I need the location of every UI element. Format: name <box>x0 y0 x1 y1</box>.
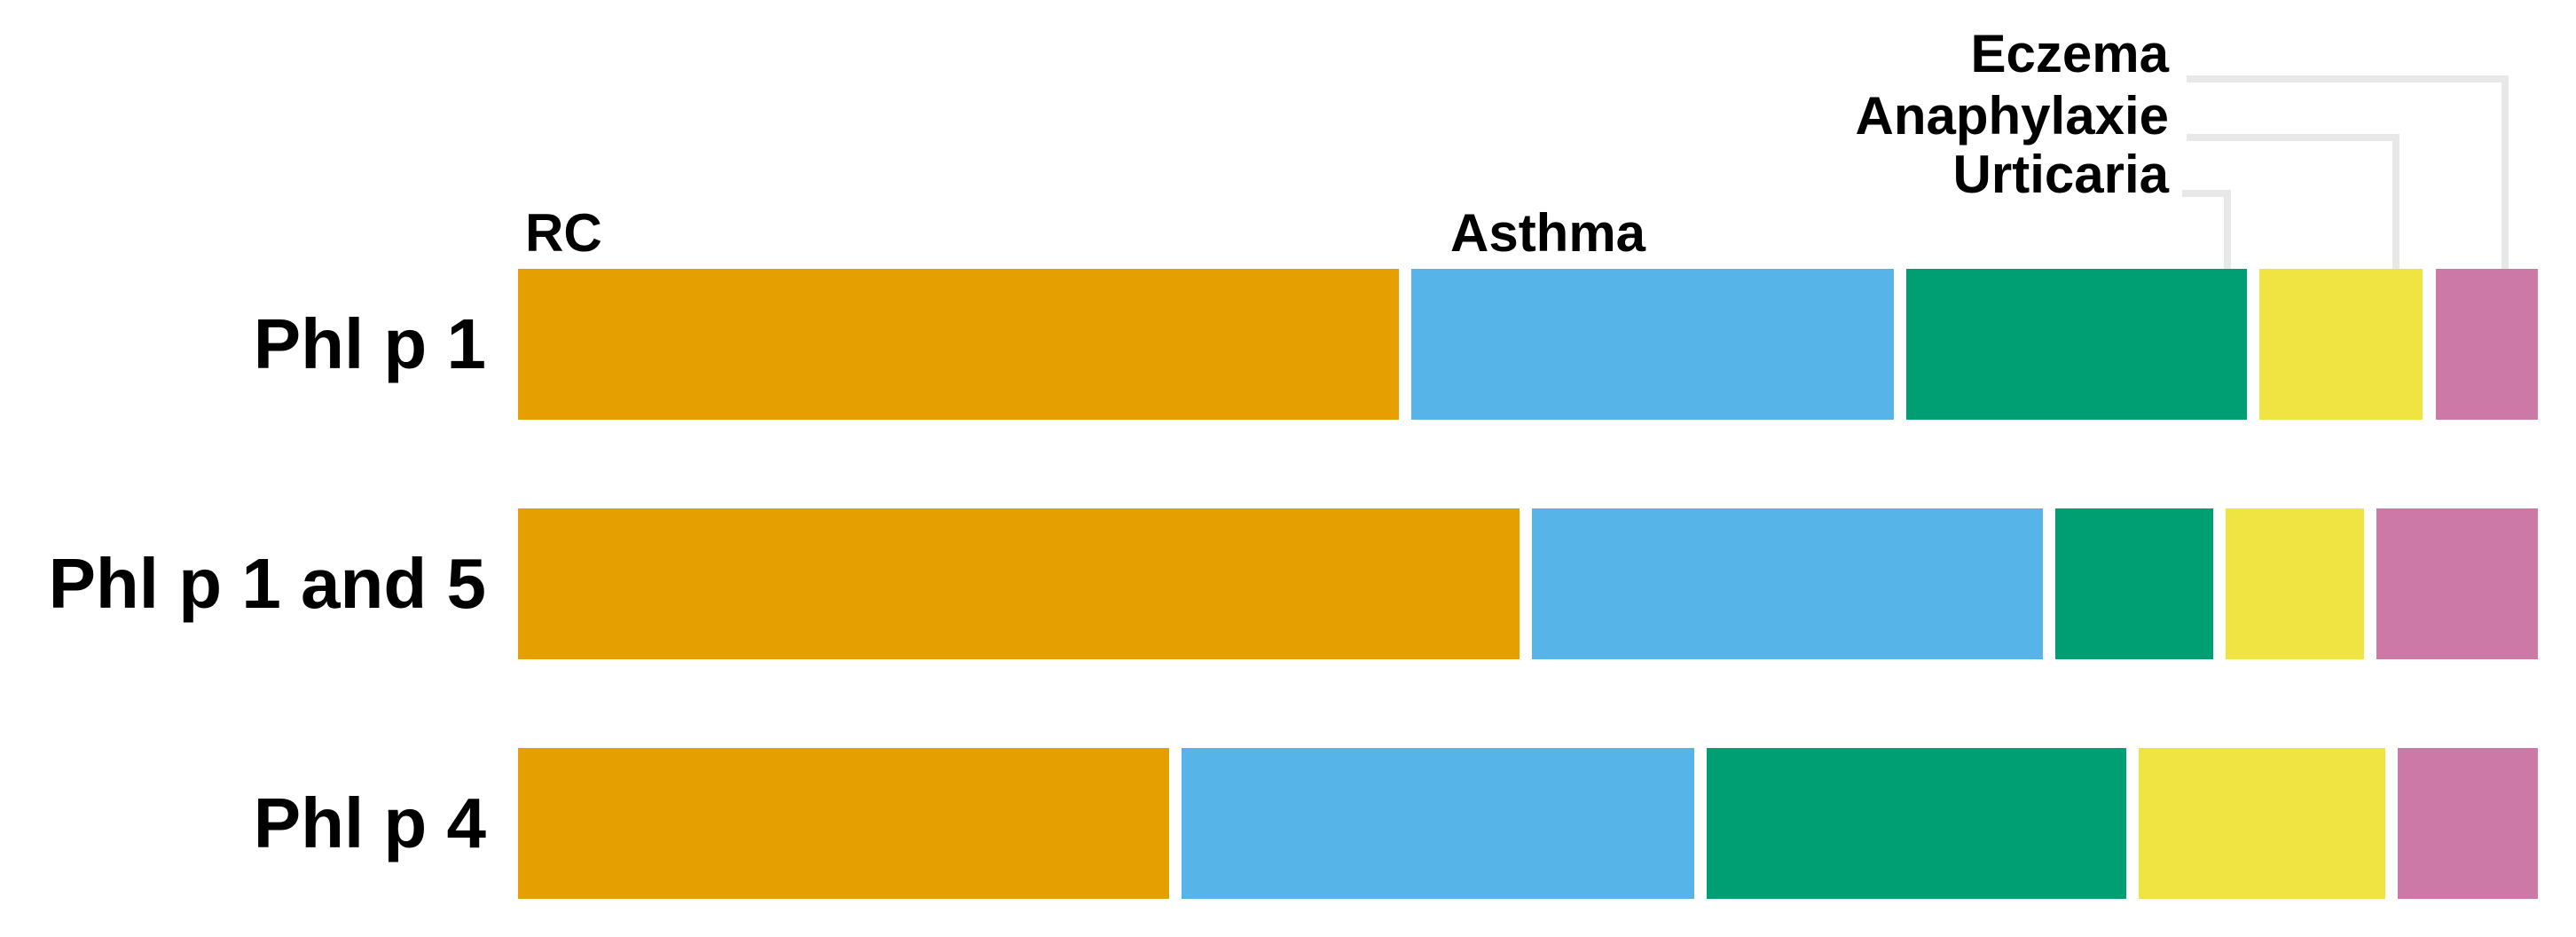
leader-line-anaphylaxie-vertical <box>2392 134 2399 269</box>
leader-line-urticaria-vertical <box>2224 190 2231 269</box>
leader-line-urticaria-horizontal <box>2182 190 2231 197</box>
leader-line-eczema-vertical <box>2501 75 2509 269</box>
row-label-phl-p-1: Phl p 1 <box>253 304 486 383</box>
leader-line-eczema-horizontal <box>2187 75 2509 83</box>
segment-phl-p-1-urticaria <box>1905 269 2248 420</box>
callout-label-urticaria: Urticaria <box>1952 145 2169 204</box>
row-label-phl-p-4: Phl p 4 <box>253 783 486 862</box>
leader-line-anaphylaxie-horizontal <box>2187 134 2399 141</box>
segment-phl-p-1-and-5-asthma <box>1532 508 2044 659</box>
segment-phl-p-1-and-5-anaphylaxie <box>2226 508 2364 659</box>
segment-phl-p-4-urticaria <box>1706 748 2127 899</box>
segment-phl-p-1-and-5-urticaria <box>2055 508 2214 659</box>
segment-phl-p-1-rc <box>518 269 1399 420</box>
segment-phl-p-1-anaphylaxie <box>2259 269 2423 420</box>
series-label-asthma: Asthma <box>1450 203 1646 263</box>
segment-phl-p-4-anaphylaxie <box>2139 748 2386 899</box>
segment-phl-p-4-eczema <box>2398 748 2538 899</box>
callout-label-anaphylaxie: Anaphylaxie <box>1855 86 2169 146</box>
callout-label-eczema: Eczema <box>1970 24 2169 83</box>
segment-phl-p-1-asthma <box>1410 269 1894 420</box>
series-label-rc: RC <box>525 203 602 263</box>
segment-phl-p-1-and-5-rc <box>518 508 1520 659</box>
segment-phl-p-4-asthma <box>1181 748 1694 899</box>
row-label-phl-p-1-and-5: Phl p 1 and 5 <box>48 544 486 623</box>
segment-phl-p-4-rc <box>518 748 1169 899</box>
segment-phl-p-1-eczema <box>2435 269 2538 420</box>
segment-phl-p-1-and-5-eczema <box>2376 508 2538 659</box>
